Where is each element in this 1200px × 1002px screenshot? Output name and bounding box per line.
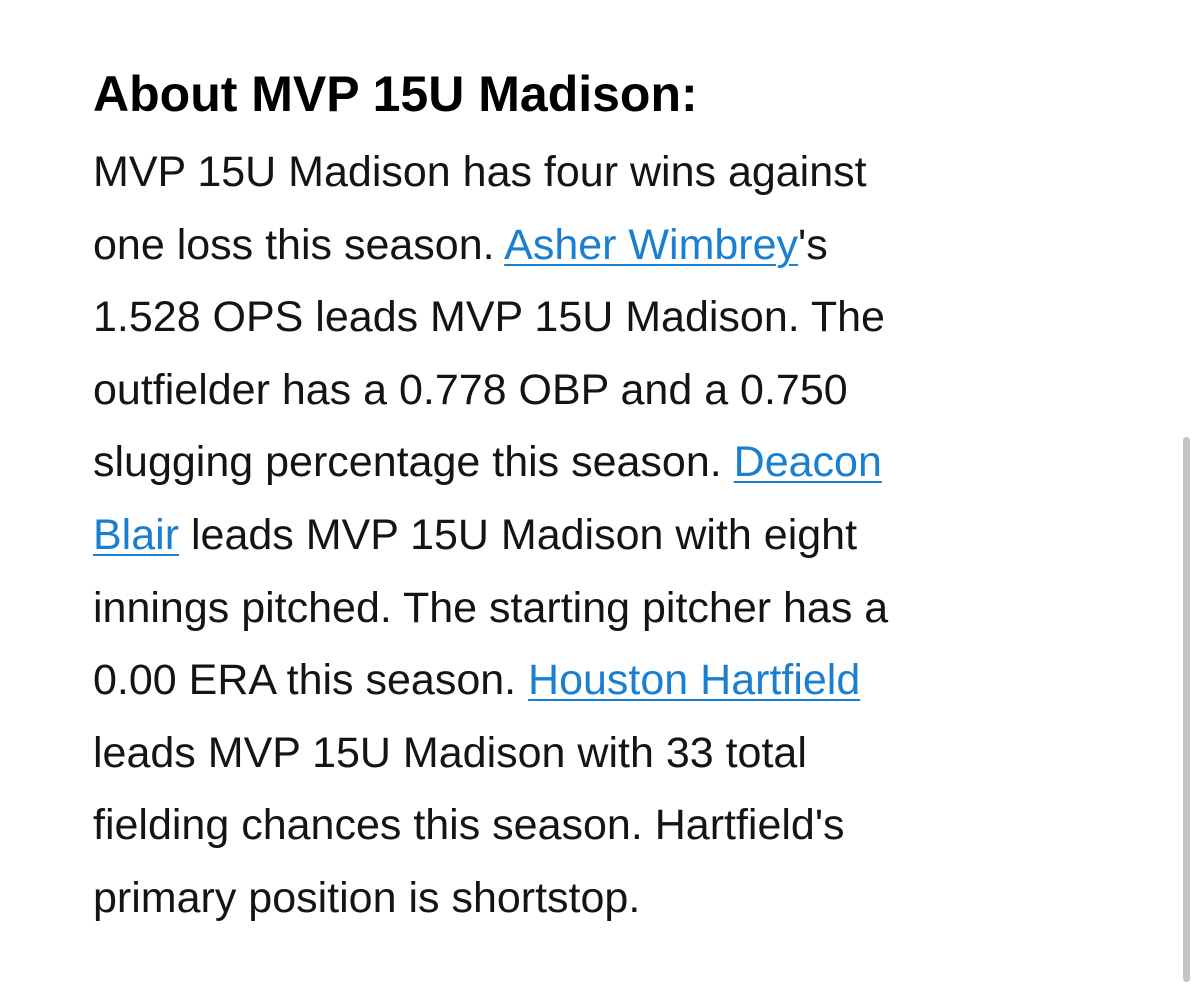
body-text-segment: MVP 15U Madison has four wins against [93,148,867,196]
body-line: 0.00 ERA this season. Houston Hartfield [93,644,1073,717]
body-text-segment: leads MVP 15U Madison with 33 total [93,728,807,777]
article: About MVP 15U Madison: MVP 15U Madison h… [93,62,1073,935]
player-link-asher-wimbrey[interactable]: Asher Wimbrey [504,220,799,269]
body-line: innings pitched. The starting pitcher ha… [93,572,1073,645]
body-text-segment: 's [798,220,828,269]
body-line: leads MVP 15U Madison with 33 total [93,717,1073,790]
player-link-deacon-blair[interactable]: Deacon [733,438,882,487]
body-text-segment: leads MVP 15U Madison with eight [179,510,858,559]
body-line: MVP 15U Madison has four wins against [93,136,1073,209]
body-text-segment: slugging percentage this season. [93,438,734,487]
body-text-segment: primary position is shortstop. [93,873,641,922]
body-line: one loss this season. Asher Wimbrey's [93,209,1073,282]
body-line: fielding chances this season. Hartfield'… [93,789,1073,862]
body-text-segment: outfielder has a 0.778 OBP and a 0.750 [93,365,848,414]
body-line: primary position is shortstop. [93,862,1073,935]
vertical-scrollbar[interactable] [1183,437,1190,982]
body-line: Blair leads MVP 15U Madison with eight [93,499,1073,572]
body-text-segment: innings pitched. The starting pitcher ha… [93,583,889,632]
player-link-deacon-blair[interactable]: Blair [93,510,180,559]
body-text-segment: 0.00 ERA this season. [93,656,529,705]
body-text-segment: fielding chances this season. Hartfield'… [93,801,845,850]
player-link-houston-hartfield[interactable]: Houston Hartfield [528,656,861,705]
body-text-segment: one loss this season. [93,220,505,269]
article-body: MVP 15U Madison has four wins against on… [93,136,1073,935]
body-line: 1.528 OPS leads MVP 15U Madison. The [93,281,1073,354]
body-line: slugging percentage this season. Deacon [93,426,1073,499]
article-heading: About MVP 15U Madison: [93,66,698,122]
body-text-segment: 1.528 OPS leads MVP 15U Madison. The [93,293,885,342]
body-line: outfielder has a 0.778 OBP and a 0.750 [93,354,1073,427]
